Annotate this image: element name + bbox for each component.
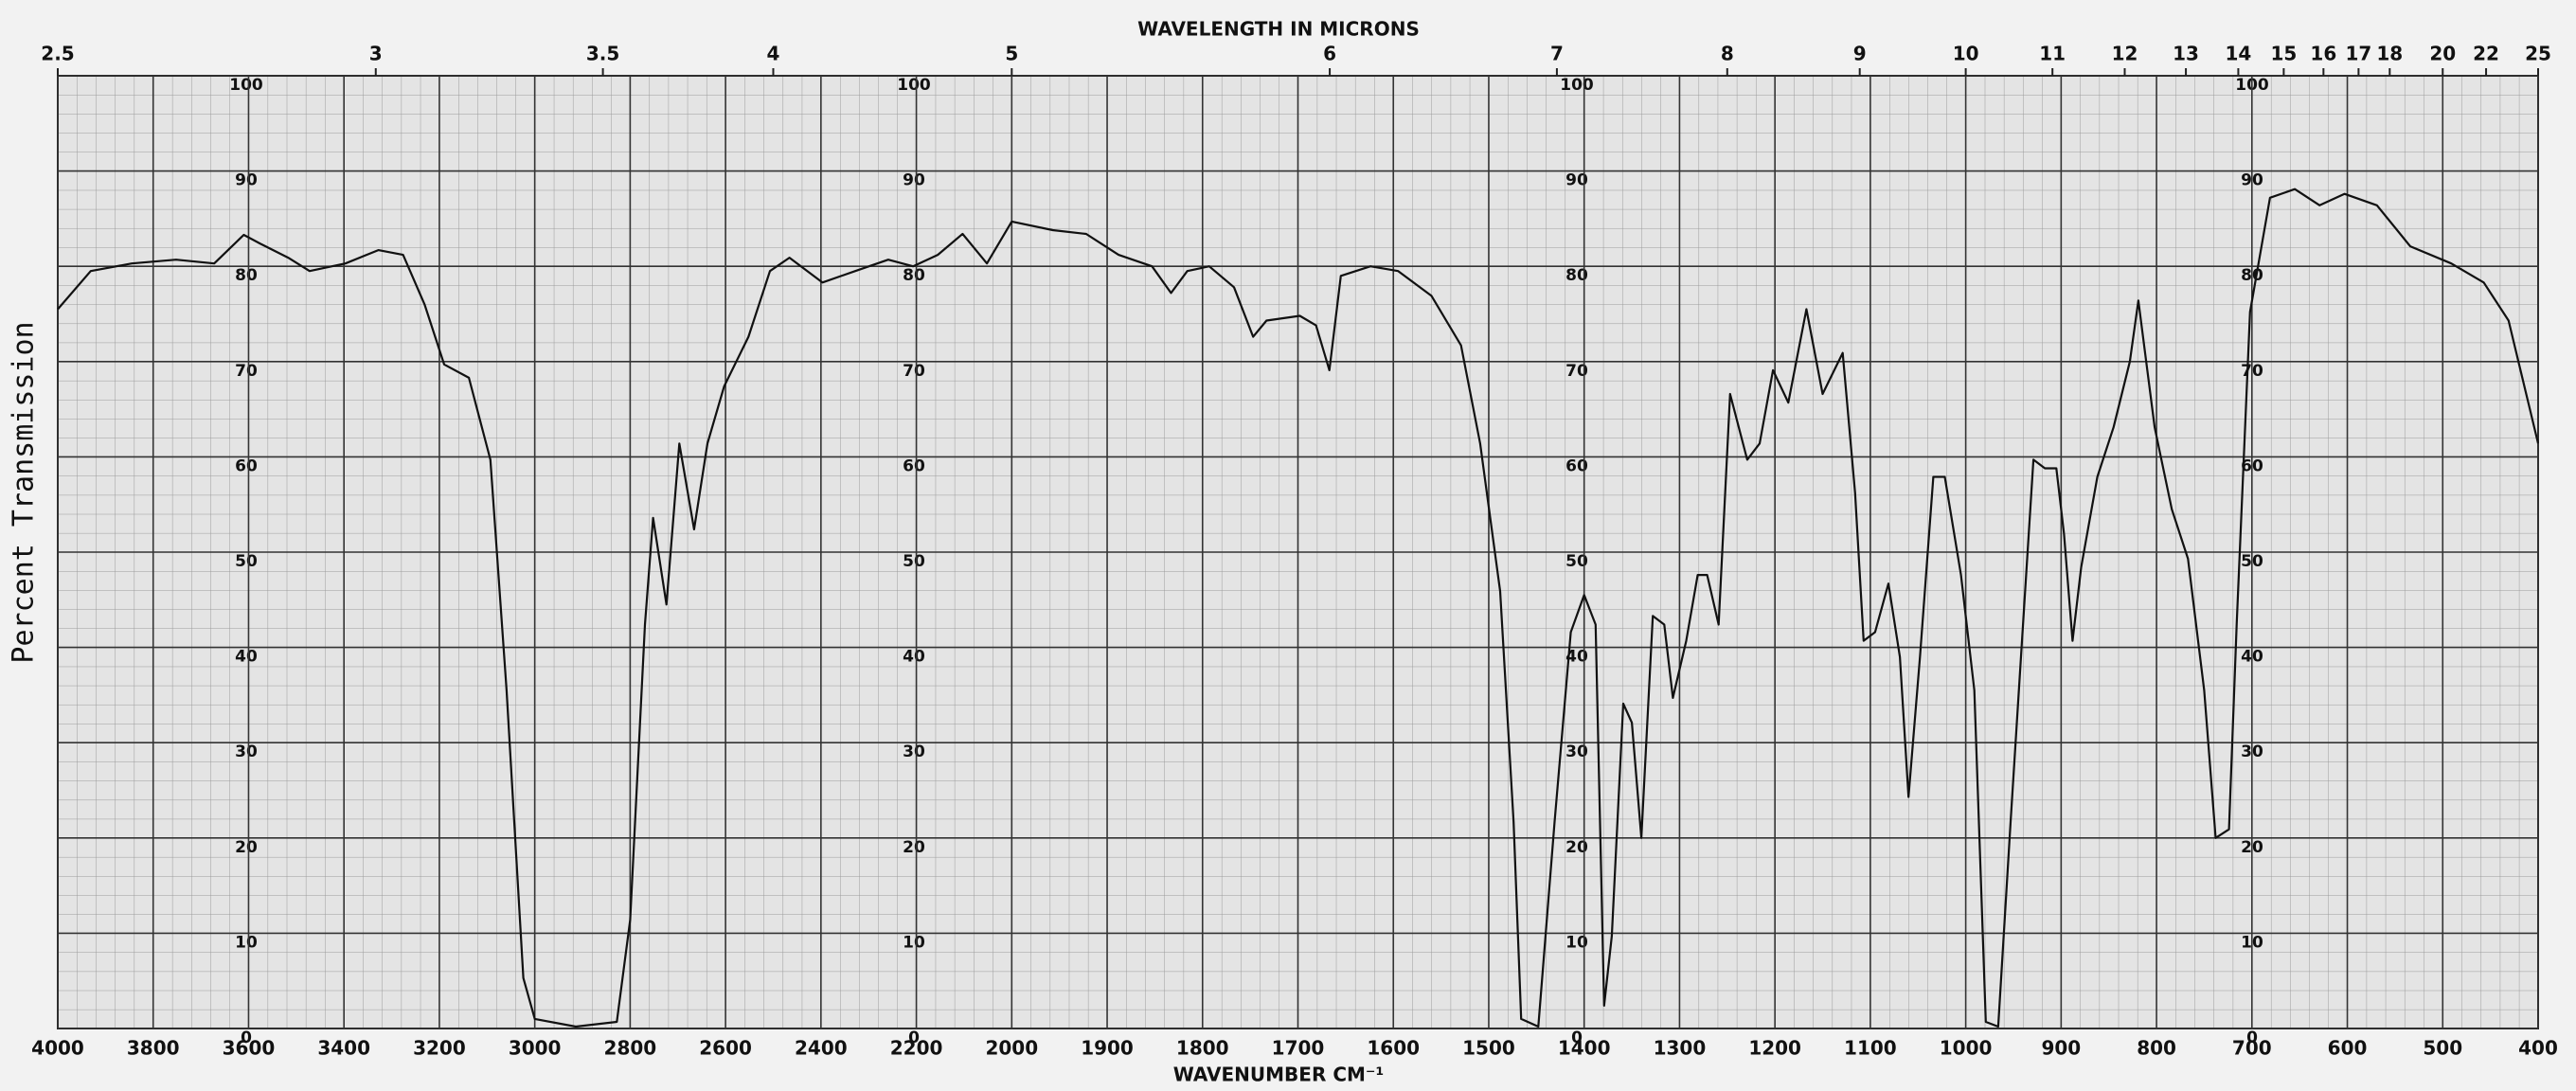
x-axis-title: WAVENUMBER CM⁻¹ <box>1173 1064 1384 1086</box>
x-tick-label: 900 <box>2041 1037 2081 1060</box>
x-tick-label: 1000 <box>1940 1037 1993 1060</box>
x-tick-label: 1600 <box>1367 1037 1420 1060</box>
x-tick-label: 4000 <box>31 1037 84 1060</box>
x-tick-label: 700 <box>2232 1037 2272 1060</box>
x-tick-label: 2400 <box>795 1037 848 1060</box>
x2-tick-label: 8 <box>1721 43 1734 65</box>
y-tick-label: 0 <box>2246 1028 2258 1047</box>
x-tick-label: 2800 <box>604 1037 657 1060</box>
x2-tick-label: 16 <box>2310 43 2336 65</box>
x-tick-label: 3600 <box>223 1037 276 1060</box>
y-tick-label: 10 <box>235 933 258 952</box>
y-tick-label: 30 <box>903 742 925 761</box>
x-tick-label: 1100 <box>1844 1037 1897 1060</box>
y-tick-label: 60 <box>903 456 925 475</box>
x-tick-label: 1800 <box>1176 1037 1229 1060</box>
x2-tick-label: 13 <box>2173 43 2199 65</box>
x2-tick-label: 14 <box>2225 43 2251 65</box>
x-tick-label: 3400 <box>317 1037 370 1060</box>
x2-tick-label: 2.5 <box>41 43 74 65</box>
x-tick-label: 400 <box>2518 1037 2558 1060</box>
y-tick-label: 0 <box>1571 1028 1583 1047</box>
y-tick-label: 50 <box>235 552 258 571</box>
x-tick-label: 1400 <box>1558 1037 1611 1060</box>
x-tick-label: 600 <box>2328 1037 2368 1060</box>
x2-tick-label: 7 <box>1550 43 1564 65</box>
y-tick-label: 100 <box>1560 76 1594 95</box>
y-tick-label: 90 <box>903 171 925 190</box>
y-tick-label: 80 <box>235 266 258 285</box>
y-tick-label: 20 <box>903 838 925 857</box>
x2-tick-label: 9 <box>1853 43 1867 65</box>
x2-tick-label: 3 <box>369 43 383 65</box>
x-tick-label: 1700 <box>1272 1037 1325 1060</box>
x-tick-label: 2600 <box>699 1037 752 1060</box>
y-tick-label: 80 <box>1565 266 1588 285</box>
x2-tick-label: 4 <box>767 43 780 65</box>
x-tick-label: 800 <box>2137 1037 2176 1060</box>
y-tick-label: 0 <box>241 1028 252 1047</box>
x2-tick-label: 22 <box>2473 43 2499 65</box>
x2-tick-label: 5 <box>1005 43 1018 65</box>
y-tick-label: 40 <box>235 648 258 667</box>
x2-tick-label: 6 <box>1323 43 1336 65</box>
y-tick-label: 70 <box>1565 362 1588 381</box>
y-tick-label: 30 <box>1565 742 1588 761</box>
x2-tick-label: 11 <box>2039 43 2066 65</box>
x-tick-label: 3000 <box>509 1037 562 1060</box>
y-tick-label: 60 <box>235 456 258 475</box>
y-tick-label: 40 <box>1565 648 1588 667</box>
y-tick-label: 0 <box>908 1028 920 1047</box>
y-tick-label: 20 <box>235 838 258 857</box>
x2-tick-label: 20 <box>2429 43 2456 65</box>
x-tick-label: 1900 <box>1081 1037 1134 1060</box>
x-tick-label: 3200 <box>413 1037 466 1060</box>
x2-tick-label: 12 <box>2112 43 2138 65</box>
y-tick-label: 50 <box>1565 552 1588 571</box>
y-tick-label: 10 <box>903 933 925 952</box>
y-tick-label: 10 <box>1565 933 1588 952</box>
x2-tick-label: 10 <box>1953 43 1979 65</box>
y-tick-label: 80 <box>903 266 925 285</box>
y-tick-label: 30 <box>235 742 258 761</box>
x-tick-label: 2200 <box>890 1037 943 1060</box>
x-tick-label: 3800 <box>127 1037 180 1060</box>
x-tick-label: 1200 <box>1748 1037 1801 1060</box>
y-tick-label: 50 <box>903 552 925 571</box>
y-tick-label: 40 <box>903 648 925 667</box>
y-tick-label: 100 <box>229 76 263 95</box>
y-tick-label: 70 <box>903 362 925 381</box>
x2-tick-label: 25 <box>2525 43 2551 65</box>
x-tick-label: 1300 <box>1654 1037 1707 1060</box>
y-tick-label: 20 <box>1565 838 1588 857</box>
x2-tick-label: 3.5 <box>586 43 619 65</box>
x2-tick-label: 17 <box>2345 43 2371 65</box>
x-tick-label: 2000 <box>985 1037 1038 1060</box>
y-axis-title: Percent Transmission <box>8 321 41 663</box>
y-tick-label: 100 <box>897 76 931 95</box>
y-tick-label: 60 <box>1565 456 1588 475</box>
y-tick-label: 90 <box>1565 171 1588 190</box>
x-tick-label: 1500 <box>1462 1037 1515 1060</box>
x2-tick-label: 18 <box>2376 43 2403 65</box>
spectrum-line <box>57 188 2540 1028</box>
y-tick-label: 70 <box>235 362 258 381</box>
y-tick-label: 90 <box>235 171 258 190</box>
x-tick-label: 500 <box>2423 1037 2462 1060</box>
x2-tick-label: 15 <box>2270 43 2297 65</box>
chart-title: WAVELENGTH IN MICRONS <box>1137 18 1420 41</box>
